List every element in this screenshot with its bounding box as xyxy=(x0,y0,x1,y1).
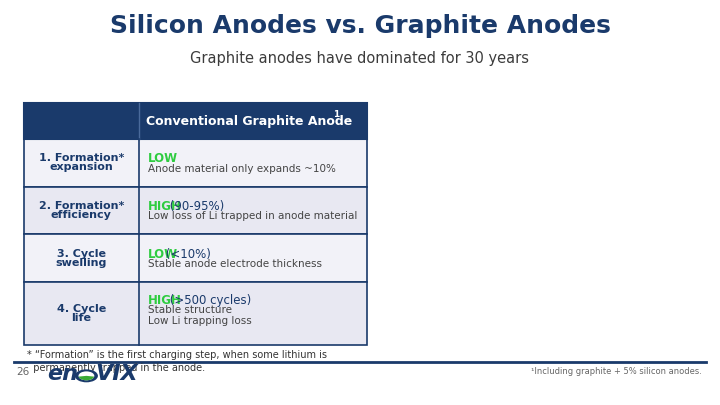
Text: efficiency: efficiency xyxy=(51,210,112,220)
Text: Silicon Anodes vs. Graphite Anodes: Silicon Anodes vs. Graphite Anodes xyxy=(109,14,611,38)
Text: Conventional Graphite Anode: Conventional Graphite Anode xyxy=(146,115,353,128)
Text: Graphite anodes have dominated for 30 years: Graphite anodes have dominated for 30 ye… xyxy=(191,51,529,66)
Text: 4. Cycle: 4. Cycle xyxy=(57,304,106,314)
Text: permanently trapped in the anode.: permanently trapped in the anode. xyxy=(27,363,205,373)
Text: swelling: swelling xyxy=(55,258,107,268)
Text: 1: 1 xyxy=(333,110,339,119)
Text: LOW: LOW xyxy=(148,152,178,165)
Text: Stable structure: Stable structure xyxy=(148,305,232,315)
Text: Low loss of Li trapped in anode material: Low loss of Li trapped in anode material xyxy=(148,211,357,222)
Text: 26: 26 xyxy=(16,367,29,377)
Text: 3. Cycle: 3. Cycle xyxy=(57,249,106,259)
Text: (<10%): (<10%) xyxy=(162,248,211,261)
Text: (90-95%): (90-95%) xyxy=(166,200,225,213)
Text: HIGH: HIGH xyxy=(148,294,181,307)
Text: Low Li trapping loss: Low Li trapping loss xyxy=(148,316,251,326)
Text: life: life xyxy=(71,313,91,323)
Text: expansion: expansion xyxy=(50,162,113,172)
Text: * “Formation” is the first charging step, when some lithium is: * “Formation” is the first charging step… xyxy=(27,350,328,360)
Text: (>500 cycles): (>500 cycles) xyxy=(166,294,252,307)
Text: en: en xyxy=(47,364,78,384)
Text: ¹Including graphite + 5% silicon anodes.: ¹Including graphite + 5% silicon anodes. xyxy=(531,367,702,375)
Text: VIX: VIX xyxy=(95,364,138,384)
Text: 2. Formation*: 2. Formation* xyxy=(39,201,124,211)
Text: LOW: LOW xyxy=(148,248,178,261)
Text: 1. Formation*: 1. Formation* xyxy=(39,153,124,163)
Text: Anode material only expands ~10%: Anode material only expands ~10% xyxy=(148,164,336,174)
Text: Stable anode electrode thickness: Stable anode electrode thickness xyxy=(148,259,322,269)
Text: HIGH: HIGH xyxy=(148,200,181,213)
